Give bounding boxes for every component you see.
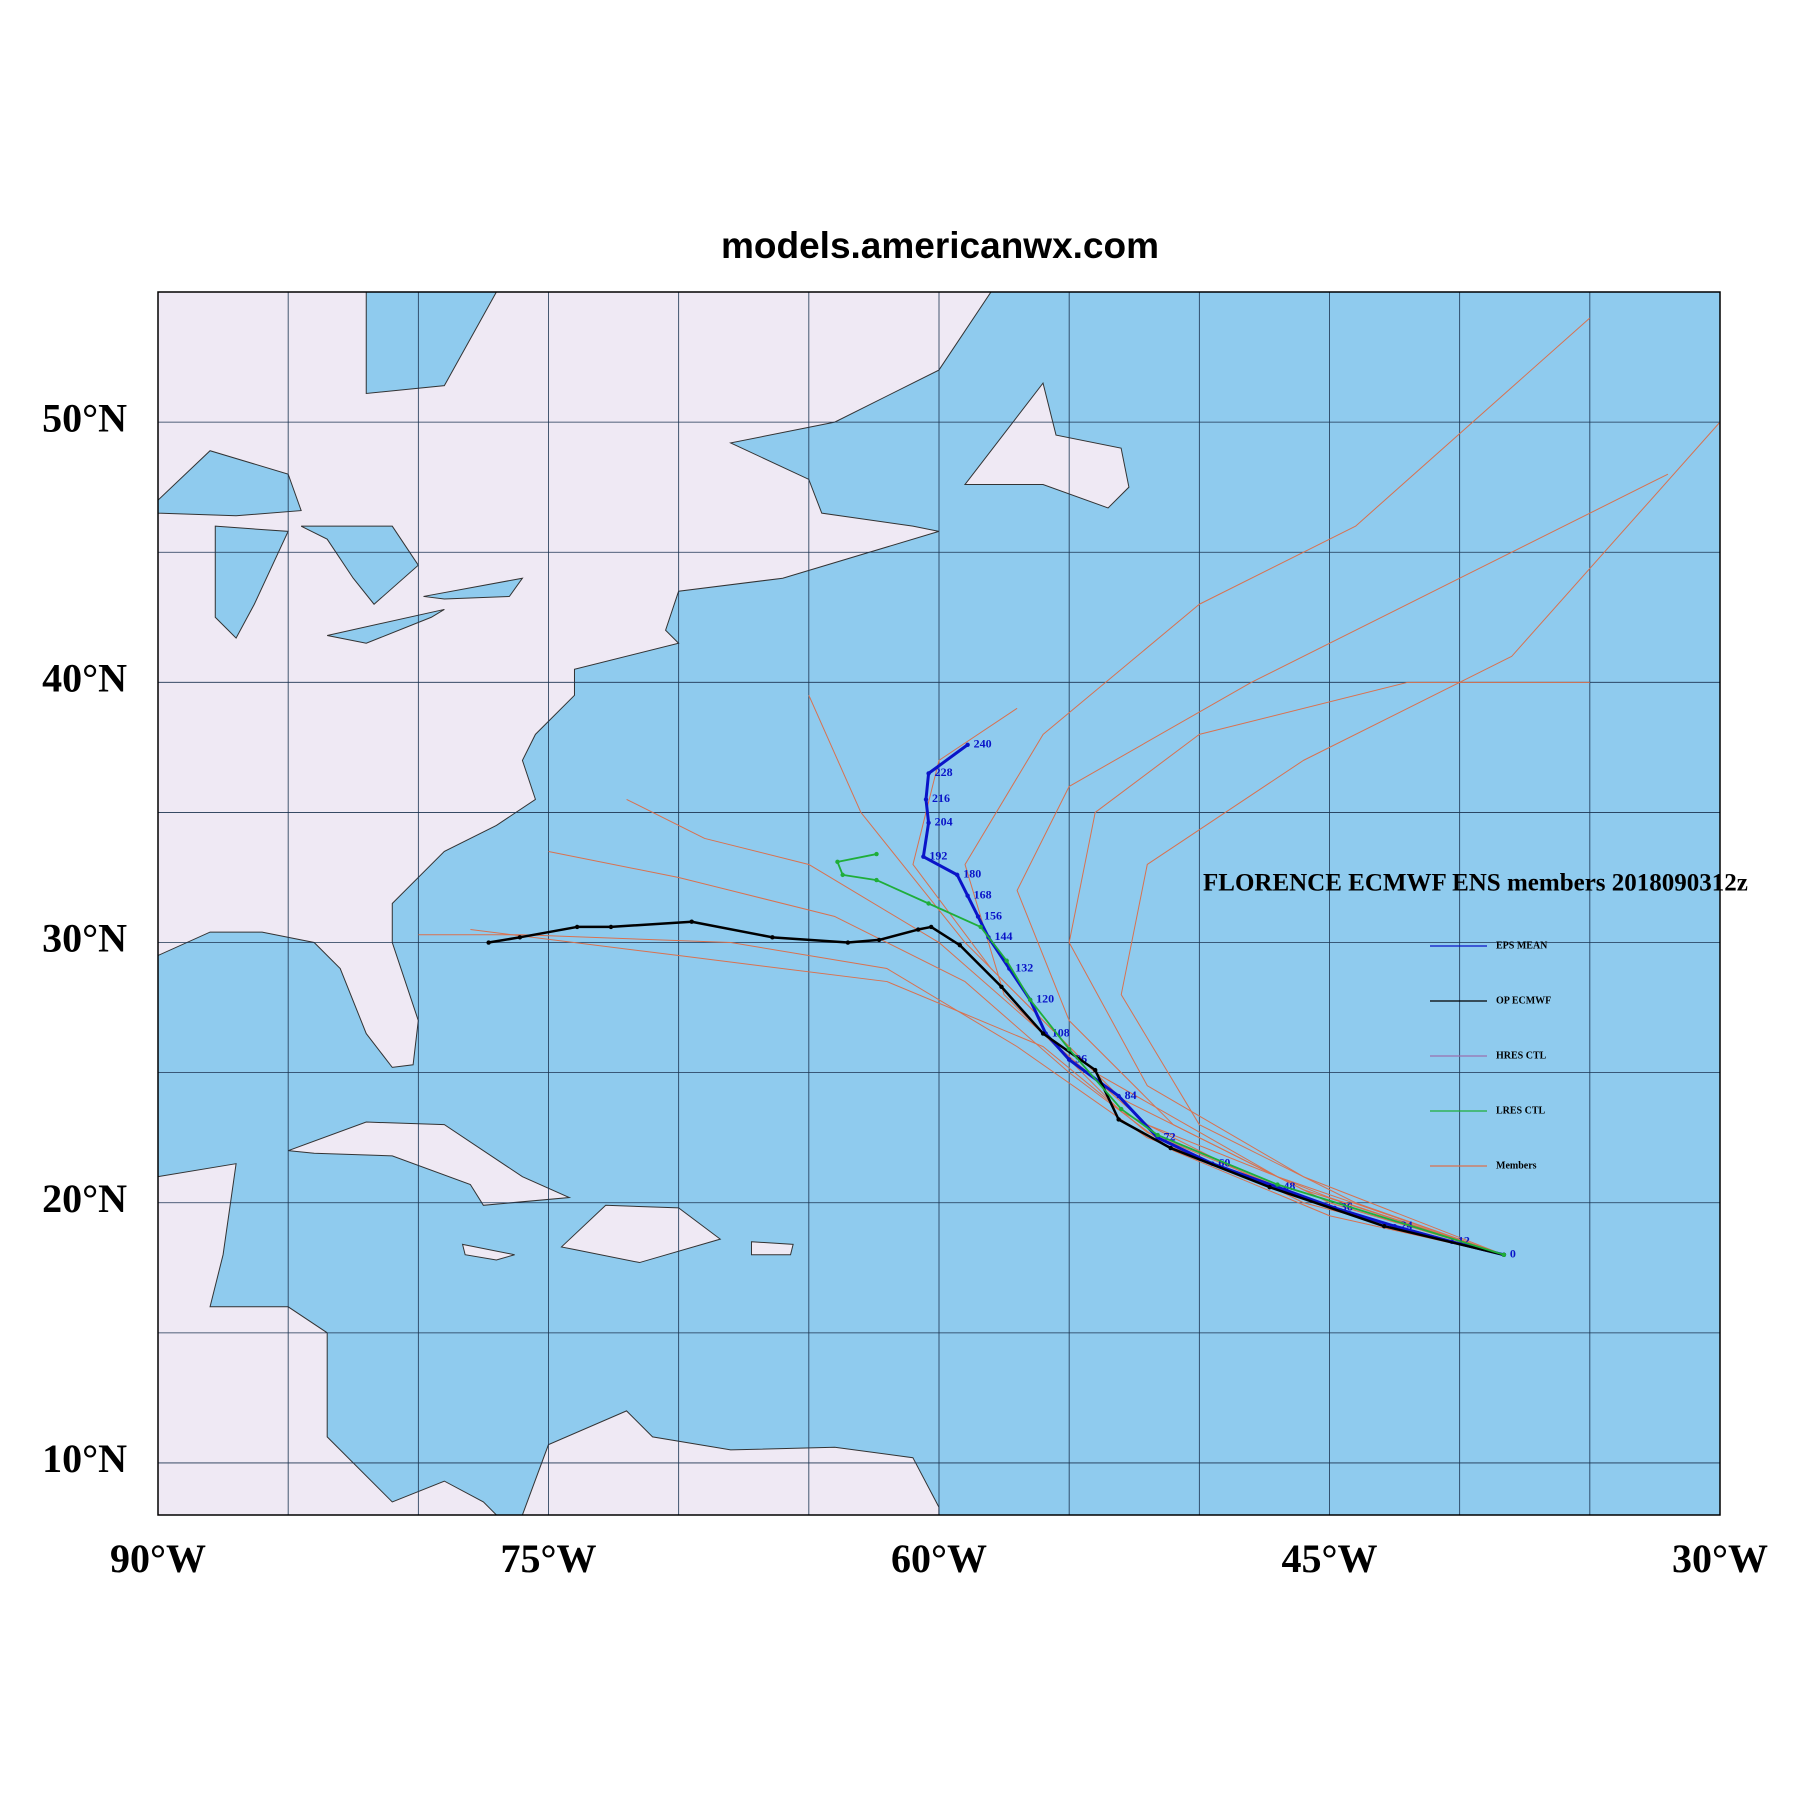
- track-point: [957, 942, 963, 948]
- cuba: [288, 1122, 569, 1205]
- track-point: [926, 771, 931, 776]
- lake: [424, 578, 523, 599]
- track-point: [1040, 1031, 1046, 1036]
- x-tick-label: 60°W: [891, 1536, 987, 1581]
- hour-label: 108: [1052, 1025, 1070, 1039]
- track-point: [1116, 1117, 1121, 1122]
- track-point: [517, 935, 523, 940]
- hispaniola: [561, 1205, 720, 1262]
- newfoundland: [965, 383, 1129, 508]
- member-track: [808, 695, 1505, 1256]
- track-point: [1275, 1182, 1280, 1187]
- track-point: [1381, 1223, 1387, 1229]
- track-point: [574, 924, 580, 930]
- legend-label: LRES CTL: [1496, 1105, 1546, 1116]
- track-point: [1119, 1106, 1124, 1112]
- member-track: [548, 850, 1505, 1256]
- lake: [301, 526, 418, 604]
- hour-label: 48: [1283, 1179, 1295, 1193]
- annotation: FLORENCE ECMWF ENS members 2018090312z: [1203, 870, 1748, 897]
- track-point: [835, 859, 840, 865]
- north-america: [158, 292, 991, 1067]
- hour-label: 240: [974, 737, 992, 751]
- legend-label: OP ECMWF: [1496, 995, 1551, 1006]
- track-point: [975, 914, 981, 919]
- track-point: [1093, 1067, 1098, 1073]
- hour-label: 168: [974, 887, 992, 901]
- legend: EPS MEAN OP ECMWF HRES CTL LRES CTL Members: [1430, 940, 1551, 1171]
- track-point: [915, 927, 921, 932]
- hour-label: 84: [1125, 1088, 1137, 1102]
- legend-label: EPS MEAN: [1496, 940, 1548, 951]
- track-point: [926, 901, 931, 906]
- hour-label: 132: [1015, 960, 1033, 974]
- track-point: [923, 797, 929, 802]
- track-point: [1267, 1184, 1272, 1190]
- hour-label: 228: [935, 765, 953, 779]
- puerto-rico: [751, 1242, 793, 1255]
- y-tick-label: 30°N: [42, 916, 127, 961]
- track-point: [1168, 1145, 1173, 1151]
- hour-label: 192: [929, 848, 947, 862]
- y-tick-label: 20°N: [42, 1176, 127, 1221]
- legend-label: Members: [1496, 1160, 1537, 1171]
- track-point: [921, 854, 926, 859]
- hour-label: 216: [932, 791, 950, 805]
- james-bay: [366, 292, 496, 393]
- hour-label: 180: [963, 867, 981, 881]
- track-point: [845, 940, 851, 945]
- track-point: [1116, 1093, 1121, 1099]
- track-point: [965, 893, 970, 898]
- hour-label: 72: [1164, 1129, 1176, 1143]
- track-point: [874, 851, 879, 857]
- track-point: [486, 940, 491, 945]
- land: [158, 292, 1129, 1515]
- track-point: [1066, 1057, 1072, 1062]
- track-point: [840, 872, 845, 878]
- hour-label: 144: [994, 929, 1012, 943]
- track-point: [608, 924, 614, 930]
- y-tick-label: 10°N: [42, 1436, 127, 1481]
- track-point: [955, 872, 960, 878]
- x-tick-label: 45°W: [1282, 1536, 1378, 1581]
- lake: [215, 526, 288, 638]
- x-tick-label: 30°W: [1672, 1536, 1768, 1581]
- legend-label: HRES CTL: [1496, 1050, 1547, 1061]
- track-point: [874, 877, 879, 883]
- track-point: [770, 935, 775, 940]
- track-point: [978, 924, 983, 930]
- track-point: [928, 924, 934, 930]
- track-point: [1501, 1252, 1507, 1257]
- title: models.americanwx.com: [721, 225, 1159, 266]
- hour-label: 0: [1510, 1247, 1516, 1261]
- track-point: [1066, 1047, 1072, 1052]
- lake: [327, 609, 444, 643]
- tracks: 0122436486072849610812013214415616818019…: [418, 317, 1720, 1261]
- lake: [158, 451, 301, 516]
- track-point: [689, 919, 694, 924]
- jamaica: [463, 1244, 515, 1260]
- track-point: [1004, 958, 1009, 963]
- track-point: [999, 984, 1004, 989]
- hour-label: 156: [984, 908, 1002, 922]
- y-tick-label: 40°N: [42, 655, 127, 700]
- map-frame: [157, 291, 1721, 1516]
- track-point: [876, 937, 882, 943]
- x-tick-label: 75°W: [501, 1536, 597, 1581]
- hour-label: 204: [935, 815, 953, 829]
- member-track: [626, 798, 1505, 1256]
- x-tick-label: 90°W: [110, 1536, 206, 1581]
- hour-label: 120: [1036, 992, 1054, 1006]
- track-point: [1027, 997, 1033, 1002]
- member-track: [1068, 681, 1590, 1256]
- grid: [158, 292, 1720, 1515]
- member-track: [1120, 421, 1720, 1256]
- track-point: [926, 820, 931, 826]
- y-tick-label: 50°N: [42, 395, 127, 440]
- track-point: [965, 742, 970, 747]
- track-point: [1155, 1132, 1160, 1138]
